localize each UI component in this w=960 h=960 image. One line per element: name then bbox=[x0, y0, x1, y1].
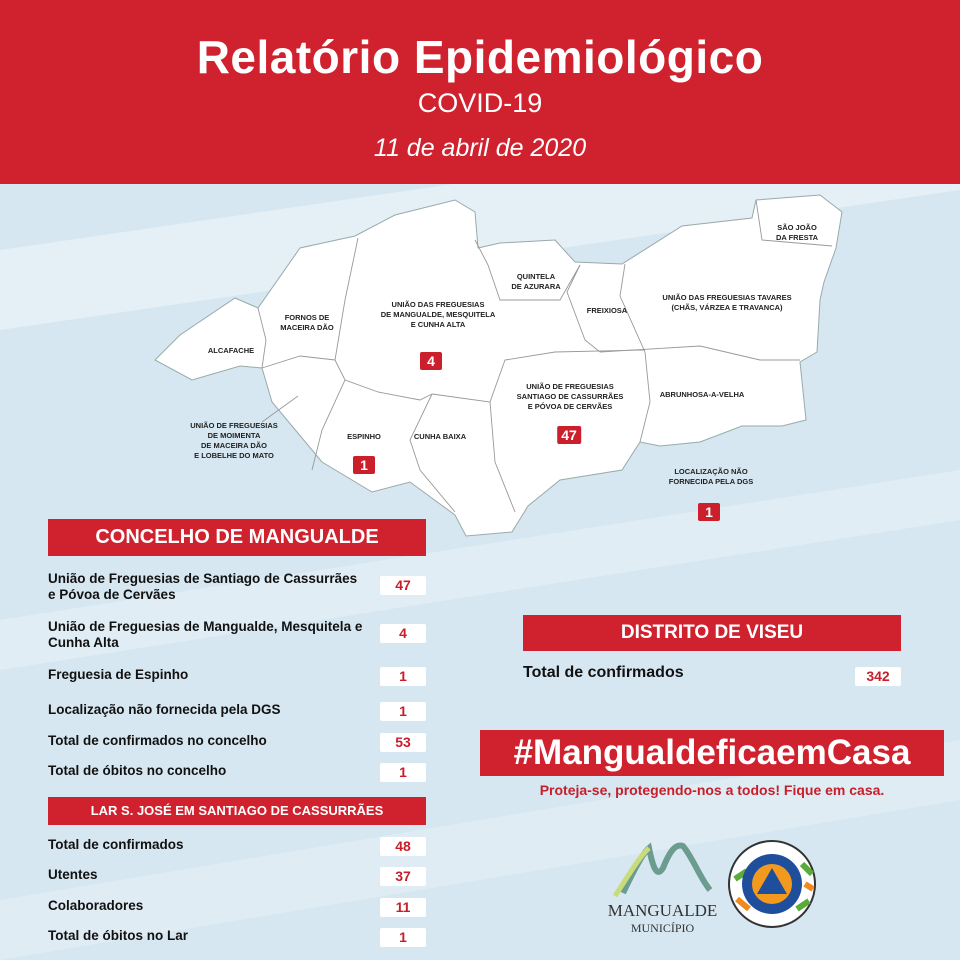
row-label: Freguesia de Espinho bbox=[48, 667, 189, 682]
case-count-badge: 47 bbox=[557, 426, 581, 444]
row-label: Total de óbitos no concelho bbox=[48, 763, 227, 778]
row-label: União de Freguesias de Santiago de Cassu… bbox=[48, 571, 358, 602]
municipio-name: MANGUALDE bbox=[607, 901, 718, 920]
distrito-label: Total de confirmados bbox=[523, 664, 684, 681]
map-label: LOCALIZAÇÃO NÃO FORNECIDA PELA DGS bbox=[668, 467, 754, 486]
row-label: Total de óbitos no Lar bbox=[48, 928, 188, 943]
row-label: União de Freguesias de Mangualde, Mesqui… bbox=[48, 619, 363, 650]
map-label: SÃO JOÃO DA FRESTA bbox=[775, 223, 819, 242]
mountain-logo-icon bbox=[612, 842, 713, 898]
row-value: 47 bbox=[380, 576, 426, 595]
case-count-badge: 4 bbox=[420, 352, 442, 370]
row-label: Colaboradores bbox=[48, 898, 144, 913]
distrito-header: DISTRITO DE VISEU bbox=[523, 615, 901, 651]
map-label: ALCAFACHE bbox=[207, 346, 255, 355]
page-subtitle: COVID-19 bbox=[417, 88, 543, 118]
concelho-header: CONCELHO DE MANGUALDE bbox=[48, 519, 426, 556]
map-label: UNIÃO DE FREGUESIAS SANTIAGO DE CASSURRÃ… bbox=[516, 382, 624, 411]
municipio-sub: MUNICÍPIO bbox=[630, 921, 695, 935]
slogan: Proteja-se, protegendo-nos a todos! Fiqu… bbox=[539, 782, 885, 798]
row-label: Total de confirmados bbox=[48, 837, 184, 852]
map-outline bbox=[154, 194, 843, 537]
report-date: 11 de abril de 2020 bbox=[373, 134, 587, 162]
map-label: UNIÃO DAS FREGUESIAS TAVARES (CHÃS, VÁRZ… bbox=[662, 293, 792, 312]
map-label: ESPINHO bbox=[347, 432, 381, 441]
municipio-logo: MANGUALDE MUNICÍPIO bbox=[605, 838, 720, 935]
map-label: FORNOS DE MACEIRA DÃO bbox=[280, 313, 334, 332]
map-label: QUINTELA DE AZURARA bbox=[511, 272, 561, 291]
parish-boundaries bbox=[257, 199, 833, 513]
row-value: 11 bbox=[380, 898, 426, 917]
map-label: FREIXIOSA bbox=[586, 306, 628, 315]
protecao-civil-logo-icon bbox=[728, 840, 816, 928]
row-value: 4 bbox=[380, 624, 426, 643]
hashtag-banner: #MangualdeficaemCasa bbox=[480, 730, 944, 776]
lar-header: LAR S. JOSÉ EM SANTIAGO DE CASSURRÃES bbox=[48, 797, 426, 825]
header-banner: Relatório Epidemiológico COVID-19 11 de … bbox=[0, 0, 960, 184]
row-label: Utentes bbox=[48, 867, 98, 882]
map-label: ABRUNHOSA-A-VELHA bbox=[659, 390, 745, 399]
map-label: CUNHA BAIXA bbox=[413, 432, 467, 441]
row-value: 1 bbox=[380, 928, 426, 947]
row-value: 37 bbox=[380, 867, 426, 886]
row-value: 53 bbox=[380, 733, 426, 752]
page-title: Relatório Epidemiológico bbox=[196, 31, 764, 83]
case-count-badge: 1 bbox=[353, 456, 375, 474]
row-label: Localização não fornecida pela DGS bbox=[48, 702, 281, 717]
row-value: 48 bbox=[380, 837, 426, 856]
row-label: Total de confirmados no concelho bbox=[48, 733, 267, 748]
row-value: 1 bbox=[380, 763, 426, 782]
row-value: 1 bbox=[380, 667, 426, 686]
case-count-badge: 1 bbox=[698, 503, 720, 521]
distrito-value: 342 bbox=[855, 667, 901, 686]
map-label: UNIÃO DE FREGUESIAS DE MOIMENTA DE MACEI… bbox=[190, 421, 278, 460]
map-label: UNIÃO DAS FREGUESIAS DE MANGUALDE, MESQU… bbox=[380, 300, 496, 329]
row-value: 1 bbox=[380, 702, 426, 721]
